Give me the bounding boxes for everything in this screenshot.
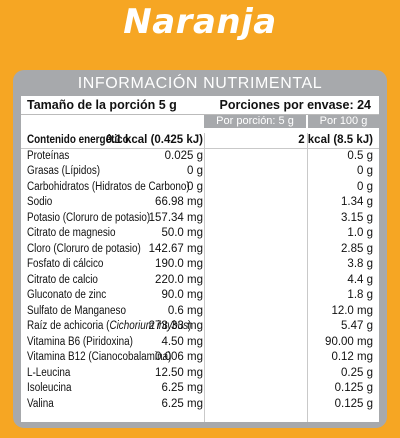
value-per-serving: 4.50 mg <box>161 335 203 348</box>
value-per-serving: 273.33 mg <box>148 320 203 332</box>
column-divider <box>307 133 308 422</box>
value-per-100g: 2 kcal (8.5 kJ) <box>298 134 373 146</box>
table-row: Proteínas 0.025 g 0.5 g <box>21 149 379 165</box>
table-row: Citrato de calcio 220.0 mg 4.4 g <box>21 273 379 289</box>
nutrition-table: Tamaño de la porción 5 g Porciones por e… <box>21 96 379 422</box>
value-per-100g: 1.8 g <box>347 289 373 301</box>
value-per-serving: 6.25 mg <box>161 397 203 410</box>
value-per-100g: 5.47 g <box>341 320 373 332</box>
value-per-100g: 0.125 g <box>334 397 373 410</box>
servings-per-container: Porciones por envase: 24 <box>219 98 371 112</box>
value-per-serving: 6.25 mg <box>161 382 203 394</box>
value-per-100g: 0.5 g <box>347 149 373 162</box>
value-per-serving: 90.0 mg <box>161 289 203 301</box>
nutrient-name: Potasio (Cloruro de potasio) <box>27 211 151 224</box>
value-per-serving: 157.34 mg <box>148 211 203 224</box>
value-per-100g: 4.4 g <box>347 273 373 286</box>
column-divider <box>204 133 205 422</box>
nutrient-name: Vitamina B12 (Cianocobalamina) <box>27 351 172 363</box>
nutrient-name: L-Leucina <box>27 366 71 379</box>
value-per-100g: 0 g <box>357 180 373 193</box>
table-row: Raíz de achicoria (Cichorium intybus) 273… <box>21 319 379 335</box>
nutrient-name: Raíz de achicoria (Cichorium intybus) <box>27 320 192 332</box>
value-per-serving: 0.006 mg <box>155 351 203 363</box>
table-row: Contenido energético 0.1 kcal (0.425 kJ) 2… <box>21 133 379 149</box>
nutrient-name: Isoleucina <box>27 382 72 394</box>
value-per-serving: 0.1 kcal (0.425 kJ) <box>105 134 203 146</box>
nutrition-panel: INFORMACIÓN NUTRIMENTAL Tamaño de la por… <box>13 70 387 428</box>
nutrient-name: Carbohidratos (Hidratos de Carbono) <box>27 180 190 193</box>
row-divider <box>21 148 379 149</box>
value-per-serving: 0 g <box>187 165 203 177</box>
table-row: Vitamina B12 (Cianocobalamina) 0.006 mg 0.… <box>21 350 379 366</box>
table-row: L-Leucina 12.50 mg 0.25 g <box>21 366 379 382</box>
value-per-100g: 0.25 g <box>341 366 373 379</box>
value-per-serving: 12.50 mg <box>155 366 203 379</box>
serving-size: Tamaño de la porción 5 g <box>27 98 177 112</box>
value-per-100g: 0 g <box>357 165 373 177</box>
nutrient-name: Grasas (Lípidos) <box>27 165 101 177</box>
serving-info: Tamaño de la porción 5 g Porciones por e… <box>21 96 379 115</box>
nutrient-rows: Contenido energético 0.1 kcal (0.425 kJ) 2… <box>21 133 379 412</box>
nutrient-name: Vitamina B6 (Piridoxina) <box>27 335 133 348</box>
value-per-serving: 50.0 mg <box>161 227 203 239</box>
column-header-per-serving: Por porción: 5 g <box>204 115 306 128</box>
nutrient-name: Cloro (Cloruro de potasio) <box>27 242 141 255</box>
value-per-100g: 2.85 g <box>341 242 373 255</box>
product-title: Naranja <box>123 2 277 42</box>
value-per-serving: 220.0 mg <box>155 273 203 286</box>
value-per-serving: 142.67 mg <box>148 242 203 255</box>
value-per-100g: 3.15 g <box>341 211 373 224</box>
value-per-serving: 66.98 mg <box>155 196 203 208</box>
table-row: Potasio (Cloruro de potasio) 157.34 mg 3.1… <box>21 211 379 227</box>
table-row: Sodio 66.98 mg 1.34 g <box>21 195 379 211</box>
value-per-100g: 1.34 g <box>341 196 373 208</box>
value-per-100g: 90.00 mg <box>325 335 373 348</box>
table-row: Vitamina B6 (Piridoxina) 4.50 mg 90.00 mg <box>21 335 379 351</box>
nutrient-name: Sulfato de Manganeso <box>27 304 126 317</box>
value-per-serving: 0.025 g <box>164 149 203 162</box>
nutrient-name: Gluconato de zinc <box>27 289 107 301</box>
value-per-100g: 3.8 g <box>347 258 373 270</box>
nutrient-name: Contenido energético <box>27 134 129 146</box>
value-per-100g: 1.0 g <box>347 227 373 239</box>
table-row: Grasas (Lípidos) 0 g 0 g <box>21 164 379 180</box>
value-per-serving: 0.6 mg <box>167 304 203 317</box>
nutrient-name: Proteínas <box>27 149 70 162</box>
table-row: Valina 6.25 mg 0.125 g <box>21 397 379 413</box>
value-per-serving: 0 g <box>187 180 203 193</box>
value-per-serving: 190.0 mg <box>155 258 203 270</box>
nutrient-name: Citrato de magnesio <box>27 227 116 239</box>
value-per-100g: 12.0 mg <box>331 304 373 317</box>
nutrient-name: Citrato de calcio <box>27 273 98 286</box>
nutrient-name: Valina <box>27 397 54 410</box>
nutrient-name: Fosfato di cálcico <box>27 258 104 270</box>
value-per-100g: 0.12 mg <box>331 351 373 363</box>
nutrient-name: Sodio <box>27 196 53 208</box>
table-row: Gluconato de zinc 90.0 mg 1.8 g <box>21 288 379 304</box>
table-row: Fosfato di cálcico 190.0 mg 3.8 g <box>21 257 379 273</box>
table-row: Isoleucina 6.25 mg 0.125 g <box>21 381 379 397</box>
table-row: Citrato de magnesio 50.0 mg 1.0 g <box>21 226 379 242</box>
table-row: Sulfato de Manganeso 0.6 mg 12.0 mg <box>21 304 379 320</box>
table-row: Cloro (Cloruro de potasio) 142.67 mg 2.85 … <box>21 242 379 258</box>
column-header-per-100g: Por 100 g <box>308 115 379 128</box>
panel-header: INFORMACIÓN NUTRIMENTAL <box>77 75 323 92</box>
value-per-100g: 0.125 g <box>334 382 373 394</box>
